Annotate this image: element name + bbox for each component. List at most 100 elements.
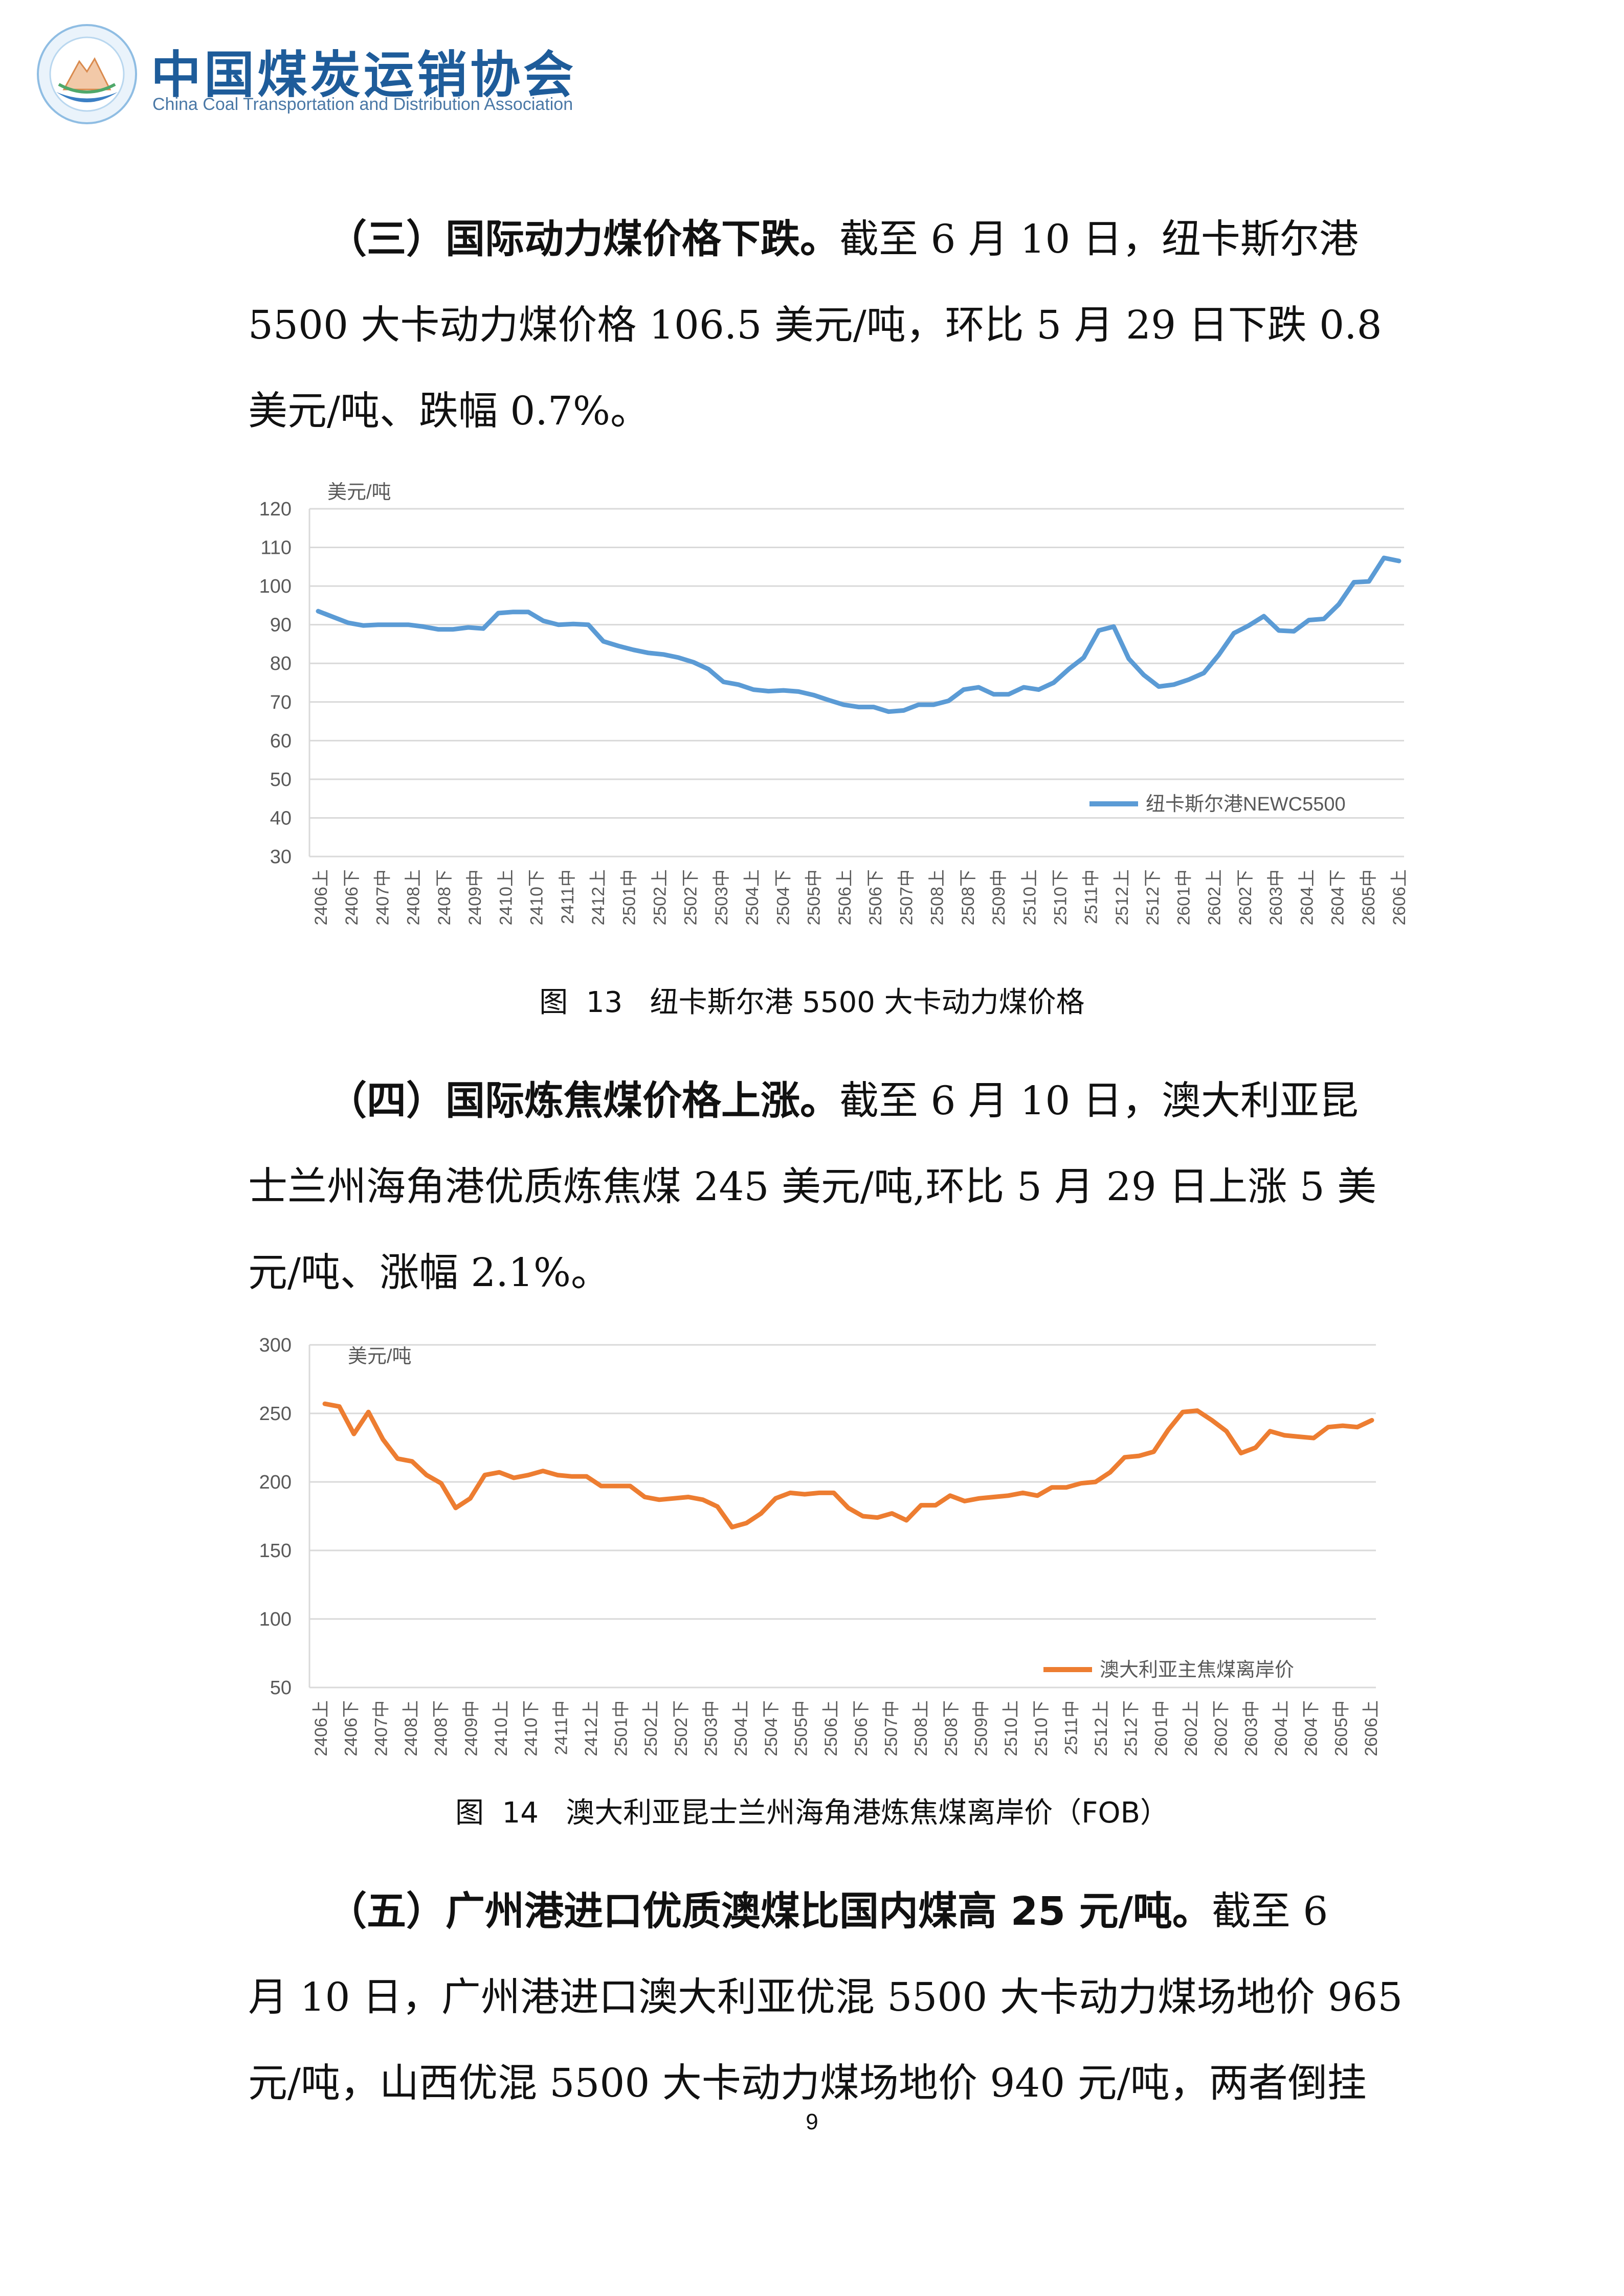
x-tick-label: 2408下 xyxy=(435,869,454,926)
x-tick-label: 2506下 xyxy=(852,1700,871,1757)
data-point xyxy=(1079,1481,1083,1485)
x-tick-label: 2409中 xyxy=(461,1700,481,1757)
data-point xyxy=(1138,1454,1141,1458)
data-point xyxy=(1022,686,1026,689)
x-tick-label: 2605中 xyxy=(1359,869,1378,926)
data-point xyxy=(1254,1446,1257,1449)
data-point xyxy=(497,612,500,615)
x-tick-label: 2510上 xyxy=(1020,869,1039,926)
y-axis-label: 美元/吨 xyxy=(327,482,391,503)
data-point xyxy=(745,1521,748,1525)
data-point xyxy=(1007,692,1010,696)
data-point xyxy=(737,683,740,686)
section-5-lead: （五）广州港进口优质澳煤比国内煤高 25 元/吨。 xyxy=(327,1889,1212,1934)
x-tick-label: 2508下 xyxy=(959,869,978,926)
x-tick-label: 2510下 xyxy=(1032,1700,1051,1757)
x-tick-label: 2602上 xyxy=(1182,1700,1201,1757)
data-point xyxy=(803,1493,807,1496)
data-point xyxy=(1123,1455,1126,1459)
x-tick-label: 2506下 xyxy=(866,869,885,926)
data-point xyxy=(788,1491,792,1495)
data-point xyxy=(962,688,965,691)
x-tick-label: 2606上 xyxy=(1362,1700,1381,1757)
x-tick-label: 2502下 xyxy=(672,1700,691,1757)
figure-14-chart: 50 100 150 200 250 300 美元/吨 2406上 2406下 2407中 2408… xyxy=(259,1335,1381,1757)
y-tick-label: 40 xyxy=(270,807,292,829)
x-tick-label: 2503中 xyxy=(702,1700,721,1757)
x-tick-label: 2411中 xyxy=(558,869,577,924)
data-point xyxy=(1094,1480,1097,1483)
x-tick-label: 2408上 xyxy=(404,869,424,926)
y-tick-label: 250 xyxy=(259,1403,292,1425)
data-point xyxy=(1382,556,1386,559)
x-tick-label: 2602下 xyxy=(1212,1700,1231,1757)
legend-label: 纽卡斯尔港NEWC5500 xyxy=(1146,794,1346,815)
y-tick-label: 300 xyxy=(259,1335,292,1356)
data-point xyxy=(701,1498,705,1501)
x-tick-label: 2510下 xyxy=(1051,869,1071,926)
x-tick-label: 2509中 xyxy=(972,1700,991,1757)
x-tick-label: 2601中 xyxy=(1174,869,1193,926)
data-point xyxy=(352,1432,355,1436)
data-point xyxy=(483,1473,486,1477)
data-point xyxy=(1082,656,1085,659)
data-point xyxy=(1181,1410,1185,1414)
data-point xyxy=(1355,1425,1359,1429)
data-point xyxy=(381,1437,385,1441)
data-point xyxy=(410,1459,414,1463)
data-point xyxy=(362,624,365,627)
section-5-line-1: 截至 6 xyxy=(1211,1889,1328,1934)
association-logo-icon xyxy=(37,24,137,124)
data-point xyxy=(571,622,575,626)
data-point xyxy=(917,703,920,707)
data-point xyxy=(1262,615,1265,618)
x-tick-label: 2406下 xyxy=(342,1700,361,1757)
data-point xyxy=(774,1497,777,1500)
x-tick-label: 2406上 xyxy=(312,1700,331,1757)
y-tick-label: 50 xyxy=(270,769,292,791)
data-point xyxy=(1297,1435,1301,1438)
data-point xyxy=(992,692,995,696)
data-point xyxy=(861,1515,864,1518)
data-point xyxy=(587,623,590,626)
x-tick-label: 2408下 xyxy=(432,1700,451,1757)
x-tick-label: 2506上 xyxy=(835,869,855,926)
page-number: 9 xyxy=(806,2109,818,2134)
x-tick-label: 2509中 xyxy=(989,869,1009,926)
data-point xyxy=(466,626,470,629)
data-point xyxy=(632,648,635,651)
data-point xyxy=(1322,617,1326,621)
data-point xyxy=(1283,1433,1286,1437)
x-tick-label: 2505中 xyxy=(805,869,824,926)
data-point xyxy=(614,1484,617,1488)
x-tick-label: 2604上 xyxy=(1272,1700,1291,1757)
data-point xyxy=(469,1497,472,1500)
data-point xyxy=(977,686,981,689)
x-tick-label: 2502上 xyxy=(651,869,670,926)
x-tick-label: 2502下 xyxy=(681,869,701,926)
data-point xyxy=(396,1457,399,1460)
data-point xyxy=(963,1499,966,1503)
section-5-paragraph: （五）广州港进口优质澳煤比国内煤高 25 元/吨。截至 6 月 10 日，广州港… xyxy=(248,1869,1403,2127)
data-point xyxy=(599,1484,603,1488)
section-3-paragraph: （三）国际动力煤价格下跌。截至 6 月 10 日，纽卡斯尔港 5500 大卡动力… xyxy=(248,197,1389,455)
data-point xyxy=(1367,580,1371,583)
data-point xyxy=(1277,629,1281,632)
data-point xyxy=(1157,685,1161,688)
data-point xyxy=(338,1405,341,1408)
data-point xyxy=(1312,1436,1316,1440)
y-tick-label: 60 xyxy=(270,730,292,752)
data-point xyxy=(498,1471,501,1474)
data-point xyxy=(1037,688,1040,691)
x-tick-label: 2505中 xyxy=(792,1700,811,1757)
section-4-paragraph: （四）国际炼焦煤价格上涨。截至 6 月 10 日，澳大利亚昆 士兰州海角港优质炼… xyxy=(248,1059,1389,1316)
figure-14-caption: 图 14 澳大利亚昆士兰州海角港炼焦煤离岸价（FOB） xyxy=(455,1796,1169,1830)
data-point xyxy=(722,680,725,684)
data-point xyxy=(1097,629,1101,632)
data-point xyxy=(832,1491,836,1495)
data-point xyxy=(1370,1419,1373,1422)
x-tick-label: 2512下 xyxy=(1122,1700,1141,1757)
org-name-en: China Coal Transportation and Distributi… xyxy=(152,95,573,114)
data-point xyxy=(1202,671,1206,675)
data-point xyxy=(934,1503,938,1507)
